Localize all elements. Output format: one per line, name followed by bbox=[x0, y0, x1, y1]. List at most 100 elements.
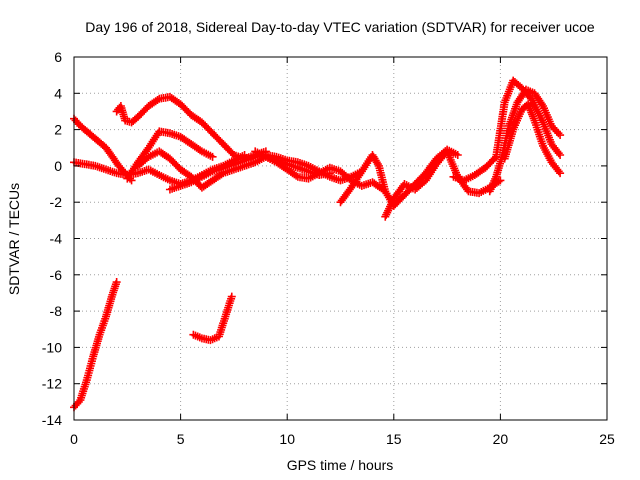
y-tick-label: 0 bbox=[54, 158, 62, 174]
marker-track bbox=[524, 102, 538, 123]
marker-track bbox=[215, 314, 229, 339]
y-tick-label: -6 bbox=[50, 267, 63, 283]
series-arc-10 bbox=[449, 76, 565, 185]
marker-track bbox=[382, 196, 397, 219]
marker-track bbox=[444, 149, 461, 179]
marker-track bbox=[505, 100, 521, 128]
marker-track bbox=[146, 96, 162, 109]
marker-track bbox=[529, 98, 546, 125]
y-tick-label: -2 bbox=[50, 194, 63, 210]
marker-track bbox=[531, 118, 547, 148]
series-arc-13 bbox=[70, 278, 121, 412]
plot-frame bbox=[73, 56, 608, 421]
marker-track bbox=[199, 177, 215, 191]
marker-track bbox=[412, 170, 429, 187]
marker-point bbox=[556, 151, 565, 160]
marker-track bbox=[222, 294, 236, 319]
y-axis-label: SDTVAR / TECUs bbox=[6, 183, 22, 295]
marker-track bbox=[549, 141, 563, 158]
marker-track bbox=[97, 139, 109, 151]
marker-track bbox=[135, 103, 152, 120]
marker-track bbox=[146, 166, 162, 178]
marker-track bbox=[220, 141, 237, 158]
marker-track bbox=[83, 354, 97, 382]
marker-track bbox=[483, 154, 499, 171]
marker-track bbox=[189, 141, 205, 155]
marker-track bbox=[338, 168, 354, 183]
y-tick-label: 2 bbox=[54, 122, 62, 138]
marker-track bbox=[492, 100, 509, 159]
marker-track bbox=[167, 94, 183, 107]
marker-track bbox=[412, 177, 428, 192]
marker-point bbox=[556, 169, 565, 178]
marker-track bbox=[210, 170, 226, 184]
marker-track bbox=[200, 334, 213, 344]
marker-track bbox=[123, 117, 134, 126]
marker-track bbox=[391, 192, 407, 209]
marker-track bbox=[103, 145, 116, 159]
marker-track bbox=[369, 152, 382, 169]
marker-track bbox=[540, 144, 555, 165]
marker-track bbox=[84, 128, 96, 140]
marker-track bbox=[486, 174, 500, 194]
y-tick-label: -4 bbox=[50, 231, 63, 247]
x-tick-label: 25 bbox=[599, 431, 615, 447]
series-arc-12 bbox=[500, 100, 565, 178]
marker-track bbox=[514, 87, 529, 105]
marker-track bbox=[540, 104, 555, 128]
marker-track bbox=[348, 169, 365, 190]
marker-track bbox=[253, 148, 268, 160]
x-tick-label: 5 bbox=[177, 431, 185, 447]
marker-track bbox=[274, 159, 290, 173]
marker-track bbox=[510, 107, 525, 132]
marker-track bbox=[423, 162, 440, 183]
marker-track bbox=[157, 148, 173, 162]
chart-title: Day 196 of 2018, Sidereal Day-to-day VTE… bbox=[85, 19, 595, 35]
y-tick-label: 6 bbox=[54, 49, 62, 65]
marker-track bbox=[89, 332, 103, 359]
marker-point bbox=[227, 292, 236, 301]
marker-track bbox=[167, 156, 184, 172]
marker-track bbox=[462, 172, 477, 184]
marker-track bbox=[200, 148, 215, 160]
marker-track bbox=[71, 397, 83, 410]
grid-lines bbox=[74, 57, 607, 420]
marker-track bbox=[472, 164, 488, 178]
marker-track bbox=[210, 130, 226, 147]
x-tick-label: 15 bbox=[386, 431, 402, 447]
marker-track bbox=[189, 112, 205, 126]
marker-track bbox=[146, 129, 162, 150]
marker-track bbox=[306, 170, 321, 182]
marker-track bbox=[178, 134, 194, 147]
marker-track bbox=[129, 114, 141, 125]
marker-track bbox=[285, 166, 301, 180]
series-arc-4 bbox=[123, 127, 217, 183]
y-tick-label: -10 bbox=[42, 339, 62, 355]
marker-track bbox=[501, 127, 517, 161]
x-axis-label: GPS time / hours bbox=[287, 457, 394, 473]
marker-track bbox=[531, 91, 546, 109]
series-arc-9 bbox=[381, 147, 505, 221]
marker-track bbox=[71, 116, 83, 129]
x-tick-label: 0 bbox=[70, 431, 78, 447]
y-tick-label: -12 bbox=[42, 376, 62, 392]
marker-point bbox=[453, 151, 462, 160]
series-arc-1 bbox=[70, 114, 136, 185]
marker-track bbox=[102, 292, 116, 319]
marker-track bbox=[178, 101, 194, 118]
marker-track bbox=[539, 120, 555, 146]
y-tick-label: -14 bbox=[42, 412, 62, 428]
marker-track bbox=[191, 331, 204, 342]
marker-track bbox=[317, 164, 332, 177]
y-tick-label: 4 bbox=[54, 85, 62, 101]
marker-track bbox=[549, 123, 563, 138]
marker-track bbox=[116, 163, 128, 176]
x-tick-label: 10 bbox=[279, 431, 295, 447]
marker-point bbox=[556, 131, 565, 140]
data-points bbox=[70, 76, 565, 412]
marker-track bbox=[264, 153, 279, 166]
marker-track bbox=[200, 168, 215, 180]
marker-track bbox=[135, 154, 151, 169]
marker-track bbox=[77, 378, 91, 402]
